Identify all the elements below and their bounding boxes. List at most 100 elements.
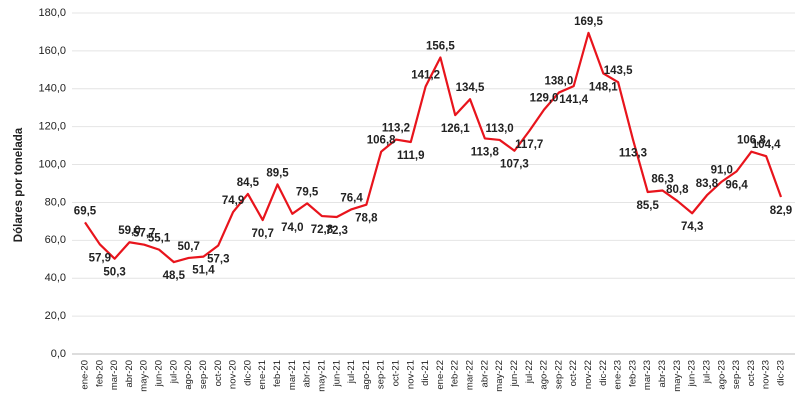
x-tick-label: oct-20 xyxy=(213,360,224,386)
value-label: 78,8 xyxy=(355,213,378,225)
y-tick-label: 100,0 xyxy=(38,158,66,170)
value-label: 113,8 xyxy=(471,146,500,158)
value-label: 85,5 xyxy=(637,200,660,212)
value-label: 74,9 xyxy=(222,195,244,207)
x-tick-label: jun-23 xyxy=(687,360,698,387)
x-tick-label: nov-22 xyxy=(583,360,594,389)
x-tick-label: feb-22 xyxy=(450,360,461,387)
value-label: 72,8 xyxy=(311,224,334,236)
y-tick-label: 80,0 xyxy=(45,196,66,208)
value-label: 57,7 xyxy=(133,228,155,240)
y-tick-label: 20,0 xyxy=(45,310,66,322)
value-label: 57,3 xyxy=(207,253,229,265)
value-label: 69,5 xyxy=(74,205,97,217)
x-tick-label: ago-21 xyxy=(361,360,372,390)
value-label: 107,3 xyxy=(500,159,529,171)
value-label: 74,3 xyxy=(681,221,703,233)
value-label: 169,5 xyxy=(574,16,603,28)
value-label: 129,0 xyxy=(530,93,559,105)
value-label: 83,8 xyxy=(696,178,719,190)
y-tick-label: 160,0 xyxy=(38,45,66,57)
y-tick-label: 60,0 xyxy=(45,234,66,246)
x-tick-label: mar-22 xyxy=(465,360,476,390)
value-label: 141,2 xyxy=(411,70,440,82)
line xyxy=(84,31,783,264)
value-label: 84,5 xyxy=(237,177,260,189)
y-axis-title: Dólares por tonelada xyxy=(13,127,25,242)
value-label: 156,5 xyxy=(426,41,455,53)
value-label: 104,4 xyxy=(752,139,781,151)
value-label: 143,5 xyxy=(604,65,633,77)
value-label: 86,3 xyxy=(651,174,673,186)
x-tick-label: may-21 xyxy=(316,360,327,392)
x-tick-label: abr-23 xyxy=(657,360,668,387)
value-label: 113,3 xyxy=(619,147,647,159)
value-label: 80,8 xyxy=(666,184,689,196)
value-label: 72,3 xyxy=(326,225,348,237)
value-label: 148,1 xyxy=(589,81,618,93)
y-tick-label: 140,0 xyxy=(38,83,66,95)
x-tick-label: ene-23 xyxy=(613,360,624,390)
x-tick-label: oct-21 xyxy=(390,360,401,386)
value-label: 51,4 xyxy=(192,265,215,277)
x-tick-label: jun-21 xyxy=(331,360,342,387)
x-tick-label: may-22 xyxy=(494,360,505,392)
value-label: 111,9 xyxy=(397,150,425,162)
x-tick-label: dic-22 xyxy=(598,360,609,386)
x-tick-label: abr-20 xyxy=(124,360,135,387)
value-label: 106,8 xyxy=(737,135,766,147)
x-tick-label: dic-21 xyxy=(420,360,431,386)
x-tick-label: feb-21 xyxy=(272,360,283,387)
x-tick-label: jun-20 xyxy=(154,360,165,387)
value-label: 55,1 xyxy=(148,233,171,245)
y-tick-label: 180,0 xyxy=(38,7,66,19)
x-tick-label: ago-22 xyxy=(539,360,550,390)
value-label: 91,0 xyxy=(711,165,733,177)
y-tick-label: 120,0 xyxy=(38,121,66,133)
value-label: 141,4 xyxy=(559,94,588,106)
x-tick-label: abr-22 xyxy=(479,360,490,387)
x-tick-label: ene-22 xyxy=(435,360,446,390)
value-label: 74,0 xyxy=(281,222,303,234)
x-tick-label: sep-22 xyxy=(553,360,564,389)
value-label: 134,5 xyxy=(456,82,485,94)
x-tick-label: jul-22 xyxy=(524,360,535,384)
x-tick-label: sep-23 xyxy=(731,360,742,389)
x-tick-label: jul-23 xyxy=(701,360,712,384)
x-tick-label: oct-23 xyxy=(746,360,757,386)
x-tick-label: mar-20 xyxy=(109,360,120,390)
value-label: 113,2 xyxy=(382,123,410,135)
x-tick-label: ene-20 xyxy=(80,360,91,390)
x-tick-label: abr-21 xyxy=(302,360,313,387)
x-tick-label: dic-23 xyxy=(776,360,787,386)
value-label: 48,5 xyxy=(163,270,186,282)
value-label: 113,0 xyxy=(486,123,514,135)
value-label: 106,8 xyxy=(367,135,396,147)
y-tick-label: 40,0 xyxy=(45,272,66,284)
x-tick-label: may-23 xyxy=(672,360,683,392)
x-tick-label: ago-23 xyxy=(716,360,727,390)
x-tick-label: sep-20 xyxy=(198,360,209,389)
value-label: 76,4 xyxy=(340,192,363,204)
value-label: 70,7 xyxy=(252,228,274,240)
x-tick-label: nov-21 xyxy=(405,360,416,389)
x-tick-label: dic-20 xyxy=(242,360,253,386)
value-label: 50,7 xyxy=(177,241,199,253)
x-tick-label: jul-21 xyxy=(346,360,357,384)
x-tick-label: nov-23 xyxy=(761,360,772,389)
y-tick-label: 0,0 xyxy=(51,348,66,360)
value-label: 79,5 xyxy=(296,186,319,198)
value-label: 96,4 xyxy=(725,179,748,191)
x-tick-label: feb-20 xyxy=(94,360,105,387)
value-label: 50,3 xyxy=(103,267,125,279)
x-tick-label: jun-22 xyxy=(509,360,520,387)
x-tick-label: ago-20 xyxy=(183,360,194,390)
x-tick-label: feb-23 xyxy=(627,360,638,387)
x-tick-label: mar-23 xyxy=(642,360,653,390)
value-label: 59,0 xyxy=(118,225,140,237)
value-label: 117,7 xyxy=(515,139,543,151)
value-label: 138,0 xyxy=(544,76,573,88)
value-label: 89,5 xyxy=(266,167,289,179)
x-tick-label: may-20 xyxy=(139,360,150,392)
